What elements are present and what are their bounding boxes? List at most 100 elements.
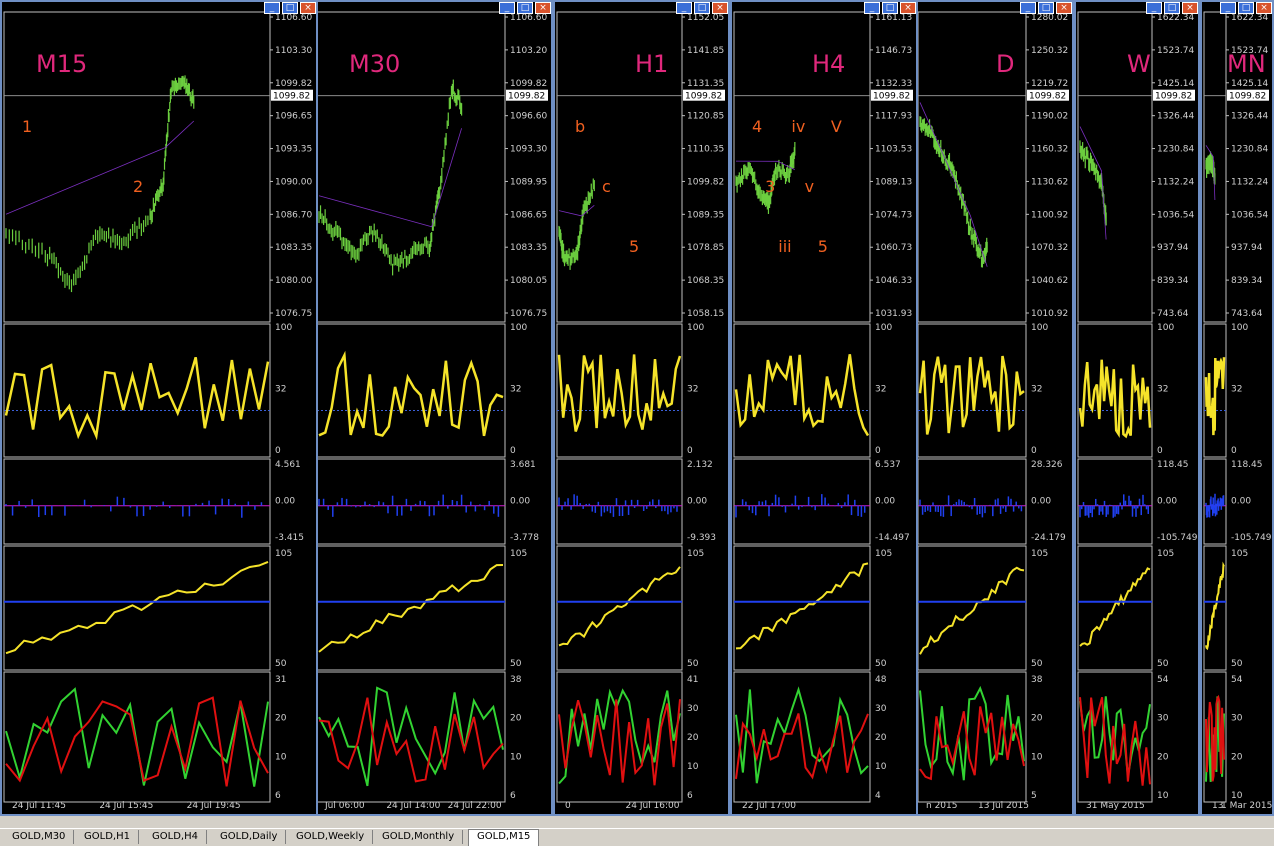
price-tick-label: 1132.24: [1231, 177, 1268, 187]
macd-tick-label: 0.00: [1157, 497, 1177, 507]
min-button[interactable]: _: [1146, 2, 1162, 14]
close-button[interactable]: ×: [1182, 2, 1198, 14]
price-tick-label: 1250.32: [1031, 46, 1068, 56]
tab-gold-m30[interactable]: GOLD,M30: [4, 830, 75, 844]
stochastic-line: [557, 354, 682, 432]
max-button[interactable]: □: [694, 2, 710, 14]
adx-tick-label: 4: [875, 791, 881, 801]
max-button[interactable]: □: [882, 2, 898, 14]
adx-tick-label: 20: [1231, 752, 1243, 762]
wave-mark: 2: [133, 177, 143, 196]
pane-frame: [733, 458, 871, 545]
price-tick-label: 1031.93: [875, 309, 912, 319]
chart-canvas: 1106.60 1103.30 1099.82 1096.65 1093.35 1090.…: [3, 11, 313, 811]
price-tick-label: 1083.35: [510, 243, 547, 253]
macd-tick-label: -3.778: [510, 533, 539, 543]
pane-frame: [3, 671, 271, 803]
osc-tick-label: 32: [875, 385, 886, 395]
chart-window-h4[interactable]: 1161.13 1146.73 1132.33 1117.93 1103.53 1089.…: [730, 0, 918, 816]
min-button[interactable]: _: [1020, 2, 1036, 14]
close-button[interactable]: ×: [1256, 2, 1272, 14]
di-plus-line: [318, 686, 504, 787]
tab-gold-h4[interactable]: GOLD,H4: [144, 830, 207, 844]
price-tick-label: 1622.34: [1231, 13, 1268, 23]
timeframe-label: M15: [36, 50, 87, 78]
pane-frame: [917, 671, 1027, 803]
price-tick-label: 1152.05: [687, 13, 724, 23]
wave-mark: 3: [765, 177, 775, 196]
tab-gold-monthly[interactable]: GOLD,Monthly: [374, 830, 464, 844]
pane3-tick-label: 50: [1031, 659, 1043, 669]
timeframe-label: W: [1127, 50, 1151, 78]
price-tick-label: 1083.35: [275, 243, 312, 253]
chart-tab-bar: GOLD,M30 GOLD,H1 GOLD,H4 GOLD,Daily GOLD…: [0, 828, 1274, 846]
price-tick-label: 1089.13: [875, 177, 912, 187]
wave-mark: v: [805, 177, 814, 196]
close-button[interactable]: ×: [1056, 2, 1072, 14]
adx-tick-label: 30: [1157, 714, 1169, 724]
macd-tick-label: 28.326: [1031, 460, 1063, 470]
pane-frame: [1203, 545, 1227, 671]
tab-gold-m15[interactable]: GOLD,M15: [468, 829, 540, 846]
pane3-tick-label: 105: [687, 549, 704, 559]
chart-window-d[interactable]: 1280.02 1250.32 1219.72 1190.02 1160.32 1130.…: [914, 0, 1074, 816]
close-button[interactable]: ×: [712, 2, 728, 14]
chart-window-h1[interactable]: 1152.05 1141.85 1131.35 1120.85 1110.35 1099.…: [553, 0, 730, 816]
di-plus-line: [919, 685, 1025, 781]
min-button[interactable]: _: [676, 2, 692, 14]
price-tick-label: 1106.60: [275, 13, 312, 23]
pane-frame: [3, 11, 271, 323]
price-tick-label: 1046.33: [875, 276, 912, 286]
adx-tick-label: 10: [875, 762, 887, 772]
chart-canvas: 1152.05 1141.85 1131.35 1120.85 1110.35 1099.…: [556, 11, 725, 811]
max-button[interactable]: □: [1038, 2, 1054, 14]
chart-window-w[interactable]: 1622.34 1523.74 1425.14 1326.44 1230.84 1132.…: [1074, 0, 1200, 816]
wave-mark: 1: [22, 117, 32, 136]
close-button[interactable]: ×: [535, 2, 551, 14]
price-tick-label: 743.64: [1231, 309, 1263, 319]
tab-gold-weekly[interactable]: GOLD,Weekly: [288, 830, 374, 844]
pane-frame: [1077, 323, 1153, 458]
pane-frame: [1203, 458, 1227, 545]
di-minus-line: [735, 713, 869, 780]
stochastic-line: [918, 355, 1025, 435]
macd-tick-label: 0.00: [1231, 497, 1251, 507]
min-button[interactable]: _: [864, 2, 880, 14]
wave-mark: V: [831, 117, 842, 136]
pane3-tick-label: 50: [687, 659, 699, 669]
close-button[interactable]: ×: [300, 2, 316, 14]
tab-gold-daily[interactable]: GOLD,Daily: [212, 830, 287, 844]
chart-window-mn[interactable]: 1622.34 1523.74 1425.14 1326.44 1230.84 1132.…: [1200, 0, 1274, 816]
pane-frame: [3, 458, 271, 545]
max-button[interactable]: □: [1164, 2, 1180, 14]
max-button[interactable]: □: [282, 2, 298, 14]
price-tick-label: 1425.14: [1231, 79, 1268, 89]
close-button[interactable]: ×: [900, 2, 916, 14]
wave-mark: iv: [791, 117, 805, 136]
min-button[interactable]: _: [264, 2, 280, 14]
price-tick-label: 937.94: [1157, 243, 1189, 253]
chart-window-m15[interactable]: 1106.60 1103.30 1099.82 1096.65 1093.35 1090.…: [0, 0, 318, 816]
date-label: 24 Jul 11:45: [12, 801, 66, 811]
chart-window-m30[interactable]: 1106.60 1103.20 1099.82 1096.60 1093.30 1089.…: [313, 0, 553, 816]
min-button[interactable]: _: [499, 2, 515, 14]
pane-frame: [1203, 671, 1227, 803]
osc-tick-label: 100: [687, 323, 704, 333]
min-button[interactable]: _: [1220, 2, 1236, 14]
wave-mark: 5: [629, 237, 639, 256]
current-price-badge: [683, 89, 725, 101]
pane-frame: [316, 11, 506, 323]
stochastic-line: [4, 356, 270, 441]
max-button[interactable]: □: [517, 2, 533, 14]
max-button[interactable]: □: [1238, 2, 1254, 14]
timeframe-label: M30: [349, 50, 400, 78]
date-label: 31 May 2015: [1086, 801, 1145, 811]
pane-frame: [556, 323, 683, 458]
price-tick-label: 1326.44: [1231, 112, 1268, 122]
price-tick-label: 1099.82: [510, 79, 547, 89]
adx-tick-label: 10: [687, 762, 699, 772]
price-tick-label: 1425.14: [1157, 79, 1194, 89]
tab-gold-h1[interactable]: GOLD,H1: [76, 830, 139, 844]
current-price-label: 1099.82: [273, 92, 310, 102]
price-tick-label: 1099.82: [687, 177, 724, 187]
